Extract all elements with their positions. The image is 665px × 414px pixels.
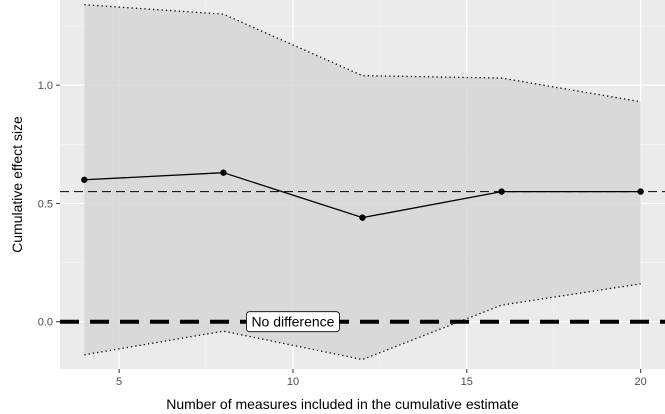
estimate-points [81, 169, 644, 221]
upper-bound-line [84, 4, 641, 103]
y-tick-label: 1.0 [38, 80, 53, 92]
estimate-point [637, 188, 644, 195]
x-tick-label: 10 [287, 376, 299, 388]
y-axis: 0.0 0.5 1.0 [38, 80, 60, 329]
x-axis: 5 10 15 20 [116, 369, 647, 388]
x-tick-label: 15 [461, 376, 473, 388]
estimate-point [220, 169, 227, 176]
estimate-point [498, 188, 505, 195]
estimate-point [359, 214, 366, 221]
annotation-label: No difference [251, 314, 334, 330]
x-tick-label: 20 [635, 376, 647, 388]
x-axis-title: Number of measures included in the cumul… [166, 396, 519, 412]
estimate-point [81, 176, 88, 183]
annotation-box [246, 311, 340, 333]
x-tick-label: 5 [116, 376, 122, 388]
confidence-ribbon [84, 4, 641, 360]
y-tick-label: 0.5 [38, 198, 53, 210]
no-difference-annotation: No difference [246, 311, 340, 333]
y-axis-title: Cumulative effect size [9, 116, 25, 253]
y-tick-label: 0.0 [38, 317, 53, 329]
